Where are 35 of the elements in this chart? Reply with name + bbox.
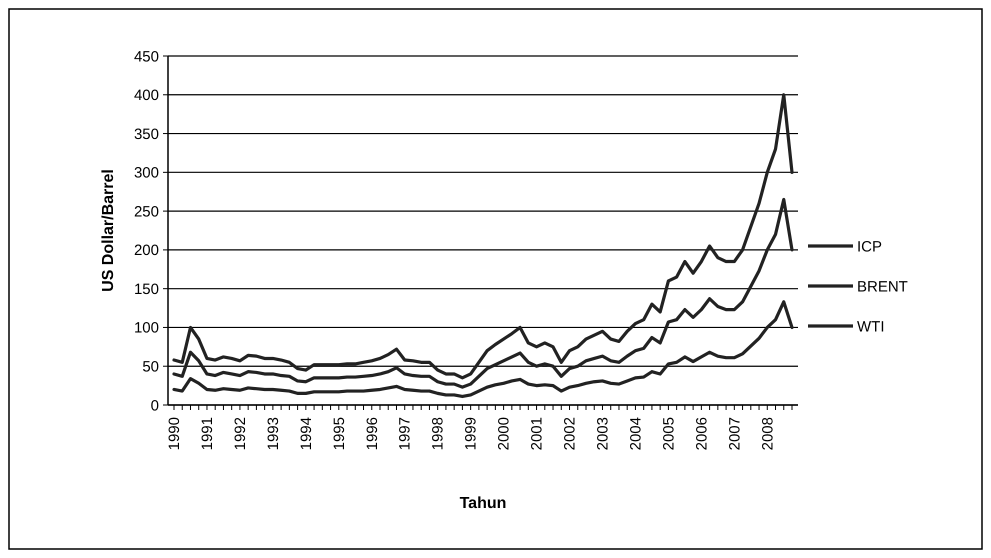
x-axis-title: Tahun — [460, 495, 506, 512]
x-tick-label: 1997 — [396, 417, 414, 450]
y-tick-label: 200 — [134, 242, 159, 260]
x-tick-label: 2006 — [693, 417, 710, 450]
y-tick-label: 100 — [134, 320, 159, 337]
x-tick-label: 1995 — [330, 417, 348, 450]
x-tick-label: 1994 — [298, 417, 315, 450]
x-tick-label: 1998 — [430, 417, 447, 450]
x-tick-label: 2001 — [528, 417, 546, 450]
x-tick-label: 1991 — [198, 417, 216, 450]
x-tick-label: 1993 — [264, 417, 282, 450]
y-tick-label: 250 — [134, 203, 159, 220]
legend-label: BRENT — [857, 278, 908, 296]
x-tick-label: 2003 — [594, 417, 612, 450]
x-tick-label: 2007 — [726, 417, 744, 450]
y-tick-label: 0 — [150, 397, 159, 414]
y-tick-label: 300 — [134, 164, 159, 182]
y-axis-title: US Dollar/Barrel — [100, 169, 117, 292]
legend-label: ICP — [857, 238, 882, 256]
x-tick-label: 1992 — [232, 417, 249, 450]
x-tick-label: 2004 — [627, 417, 644, 450]
legend-label: WTI — [857, 318, 884, 336]
line-series — [172, 300, 794, 398]
y-tick-label: 150 — [134, 280, 159, 298]
x-tick-label: 1996 — [364, 417, 381, 450]
x-tick-label: 2000 — [496, 417, 513, 450]
x-tick-label: 2005 — [660, 417, 678, 450]
y-tick-label: 350 — [134, 126, 159, 143]
y-tick-label: 450 — [134, 48, 159, 66]
y-tick-label: 50 — [142, 358, 159, 376]
x-tick-label: 1999 — [462, 417, 480, 450]
x-tick-label: 2002 — [562, 417, 579, 450]
y-tick-label: 400 — [134, 87, 159, 104]
x-tick-label: 1990 — [166, 417, 183, 450]
x-tick-label: 2008 — [759, 417, 776, 450]
